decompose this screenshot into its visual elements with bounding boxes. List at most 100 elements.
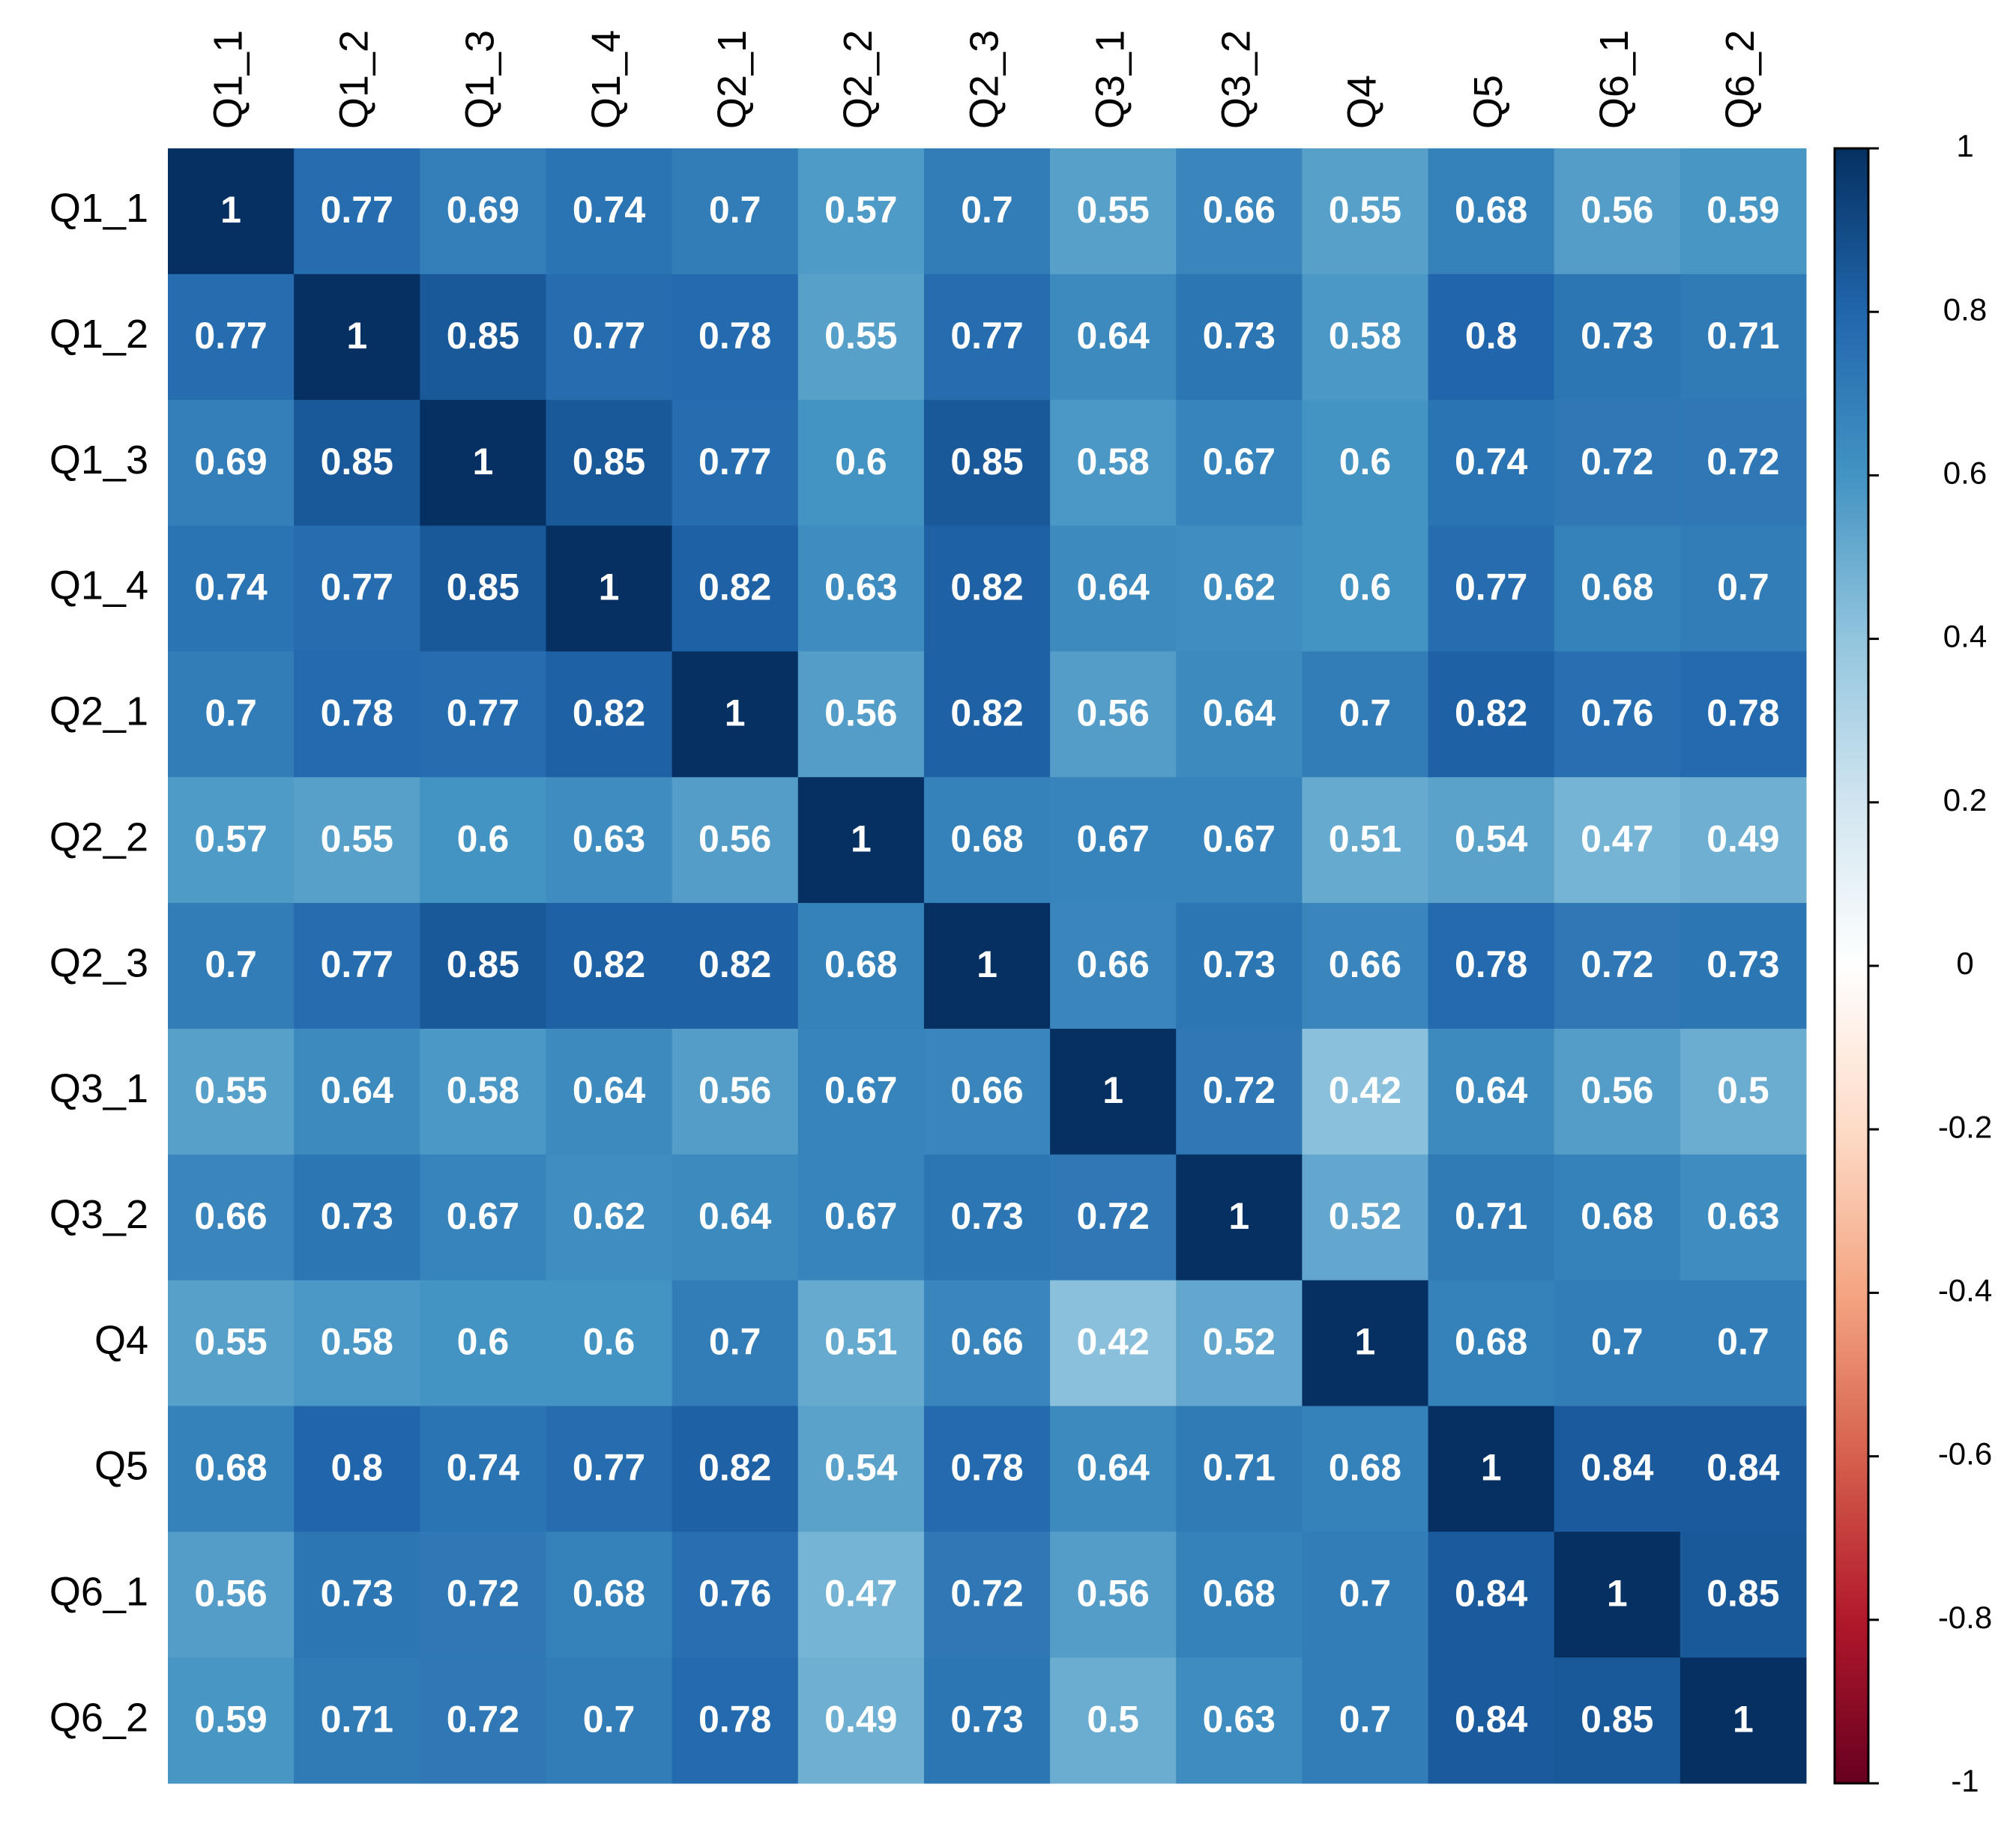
- cell: [1680, 777, 1807, 904]
- cell: [1428, 1657, 1555, 1784]
- cell: [672, 273, 799, 401]
- cell: [1050, 1028, 1177, 1155]
- cell-label: 0.76: [1581, 692, 1653, 734]
- cell-label: 0.5: [1717, 1069, 1769, 1111]
- cell: [546, 1154, 673, 1281]
- cell-label: 0.64: [1076, 315, 1150, 357]
- cell: [797, 1532, 925, 1658]
- cell-label: 0.85: [950, 441, 1023, 483]
- cell-label: 0.69: [194, 441, 267, 483]
- cell: [1680, 1532, 1807, 1658]
- cell: [1302, 1657, 1429, 1784]
- cell: [1050, 148, 1177, 275]
- cell: [923, 1154, 1051, 1281]
- cell-label: 0.64: [1076, 1447, 1150, 1489]
- cell: [420, 903, 546, 1030]
- cell: [672, 148, 799, 275]
- cell: [923, 777, 1051, 904]
- y-tick-label: Q2_2: [49, 814, 148, 859]
- cell-label: 0.56: [1076, 1572, 1149, 1614]
- cell-label: 1: [977, 943, 998, 985]
- cell-label: 0.63: [1706, 1195, 1779, 1237]
- colorbar-tick-label: -1: [1951, 1763, 1979, 1798]
- cell: [168, 1280, 295, 1406]
- cell: [1428, 651, 1555, 778]
- y-tick-label: Q1_4: [49, 563, 148, 608]
- cell: [168, 1028, 295, 1155]
- cell: [1428, 399, 1555, 527]
- cell: [1176, 1532, 1303, 1658]
- cell: [546, 1028, 673, 1155]
- cell: [1176, 651, 1303, 778]
- cell-label: 0.63: [1203, 1698, 1276, 1740]
- cell-label: 0.58: [321, 1321, 393, 1363]
- cell: [672, 399, 799, 527]
- colorbar-tick-label: -0.4: [1938, 1272, 1992, 1308]
- cell-label: 0.68: [1581, 566, 1653, 608]
- colorbar-tick-label: 0.8: [1943, 291, 1987, 327]
- cell-label: 0.8: [331, 1447, 383, 1489]
- cell-label: 0.68: [824, 943, 897, 985]
- cell-label: 0.85: [447, 315, 519, 357]
- cell-label: 0.51: [1329, 817, 1401, 859]
- cell: [797, 148, 925, 275]
- cell-label: 0.7: [709, 1321, 761, 1363]
- cell: [797, 525, 925, 652]
- cell: [797, 903, 925, 1030]
- cell-label: 0.72: [1581, 441, 1653, 483]
- cell: [294, 1532, 420, 1658]
- cell: [420, 1532, 546, 1658]
- cell: [923, 525, 1051, 652]
- cell: [420, 1406, 546, 1532]
- cell: [1302, 777, 1429, 904]
- cell-label: 0.7: [205, 943, 257, 985]
- x-tick-label: Q2_3: [962, 30, 1007, 129]
- cell-label: 0.73: [1581, 315, 1653, 357]
- cell: [1680, 1028, 1807, 1155]
- cell: [168, 399, 295, 527]
- cell-label: 0.64: [573, 1069, 646, 1111]
- cell-label: 0.77: [1455, 566, 1527, 608]
- cell: [1302, 1028, 1429, 1155]
- cell: [1554, 777, 1681, 904]
- cell-label: 0.77: [194, 315, 267, 357]
- cell: [797, 399, 925, 527]
- cell-label: 0.73: [1706, 943, 1779, 985]
- cell: [1428, 1532, 1555, 1658]
- cell-label: 0.69: [447, 189, 519, 231]
- x-tick-label: Q1_4: [584, 30, 629, 129]
- cell-label: 0.7: [709, 189, 761, 231]
- cell: [1302, 1280, 1429, 1406]
- cell-label: 0.7: [1717, 566, 1769, 608]
- cell: [923, 399, 1051, 527]
- cell: [1176, 1406, 1303, 1532]
- cell: [1176, 777, 1303, 904]
- cell: [1428, 903, 1555, 1030]
- x-tick-label: Q2_1: [710, 30, 755, 129]
- cell: [168, 1657, 295, 1784]
- cell: [1680, 525, 1807, 652]
- cell-label: 0.85: [321, 441, 393, 483]
- cell-label: 1: [1355, 1321, 1376, 1363]
- cell: [294, 1280, 420, 1406]
- cell-label: 0.62: [573, 1195, 645, 1237]
- colorbar-tick-label: -0.2: [1938, 1109, 1992, 1144]
- cell: [294, 1657, 420, 1784]
- cell: [1428, 148, 1555, 275]
- cell-label: 0.73: [950, 1195, 1023, 1237]
- cell-label: 0.58: [1076, 441, 1149, 483]
- cell-label: 0.64: [1076, 566, 1150, 608]
- cell-label: 0.7: [1339, 1572, 1392, 1614]
- cell-label: 0.78: [698, 315, 771, 357]
- cell-label: 0.7: [1339, 1698, 1392, 1740]
- cell: [797, 651, 925, 778]
- cell: [923, 1532, 1051, 1658]
- cell-label: 0.68: [1203, 1572, 1276, 1614]
- cell-label: 0.56: [194, 1572, 267, 1614]
- cell: [1050, 651, 1177, 778]
- cell-label: 0.76: [698, 1572, 771, 1614]
- y-tick-label: Q6_2: [49, 1695, 148, 1740]
- cell-label: 0.82: [950, 692, 1023, 734]
- cell-label: 0.66: [194, 1195, 267, 1237]
